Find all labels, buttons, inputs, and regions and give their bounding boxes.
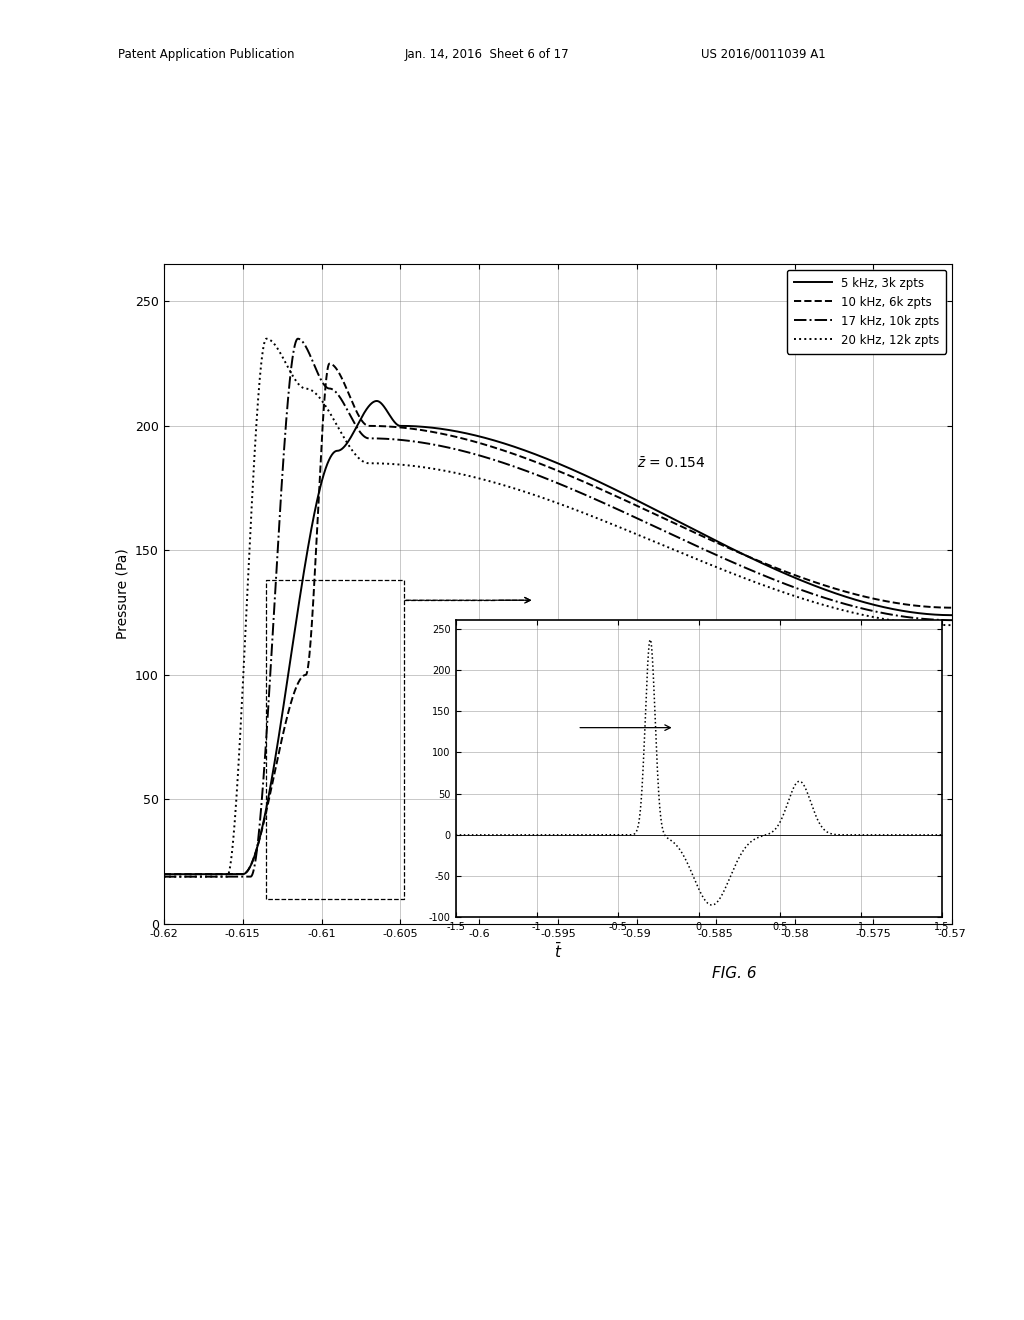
Line: 17 kHz, 10k zpts: 17 kHz, 10k zpts [164, 339, 952, 876]
Line: 20 kHz, 12k zpts: 20 kHz, 12k zpts [164, 339, 952, 876]
20 kHz, 12k zpts [260, 331, 272, 347]
Text: $\bar{z}$ = 0.154: $\bar{z}$ = 0.154 [637, 455, 706, 471]
10 kHz, 6k zpts [658, 511, 671, 527]
5 kHz, 3k zpts [158, 866, 170, 882]
X-axis label: $\bar{t}$: $\bar{t}$ [554, 941, 562, 961]
5 kHz, 3k zpts [946, 607, 958, 623]
20 kHz, 12k zpts [443, 463, 456, 479]
Text: US 2016/0011039 A1: US 2016/0011039 A1 [701, 48, 826, 61]
17 kHz, 10k zpts [292, 331, 304, 347]
10 kHz, 6k zpts [198, 866, 210, 882]
Text: Patent Application Publication: Patent Application Publication [118, 48, 294, 61]
20 kHz, 12k zpts [742, 572, 755, 587]
17 kHz, 10k zpts [784, 578, 797, 594]
17 kHz, 10k zpts [158, 869, 170, 884]
5 kHz, 3k zpts [371, 393, 383, 409]
Line: 10 kHz, 6k zpts: 10 kHz, 6k zpts [164, 363, 952, 874]
20 kHz, 12k zpts [158, 869, 170, 884]
20 kHz, 12k zpts [946, 618, 958, 634]
Y-axis label: Pressure (Pa): Pressure (Pa) [116, 549, 130, 639]
5 kHz, 3k zpts [742, 549, 755, 565]
17 kHz, 10k zpts [443, 440, 456, 455]
17 kHz, 10k zpts [658, 523, 671, 539]
20 kHz, 12k zpts [658, 539, 671, 554]
20 kHz, 12k zpts [625, 524, 637, 540]
5 kHz, 3k zpts [658, 507, 671, 523]
10 kHz, 6k zpts [158, 866, 170, 882]
Text: FIG. 6: FIG. 6 [712, 966, 757, 981]
10 kHz, 6k zpts [784, 565, 797, 581]
17 kHz, 10k zpts [742, 561, 755, 577]
5 kHz, 3k zpts [198, 866, 210, 882]
Line: 5 kHz, 3k zpts: 5 kHz, 3k zpts [164, 401, 952, 874]
17 kHz, 10k zpts [198, 869, 210, 884]
10 kHz, 6k zpts [946, 599, 958, 615]
10 kHz, 6k zpts [742, 549, 755, 565]
10 kHz, 6k zpts [625, 495, 637, 511]
20 kHz, 12k zpts [784, 587, 797, 603]
10 kHz, 6k zpts [324, 355, 336, 371]
5 kHz, 3k zpts [443, 422, 456, 438]
10 kHz, 6k zpts [443, 428, 456, 444]
17 kHz, 10k zpts [625, 507, 637, 523]
20 kHz, 12k zpts [198, 869, 210, 884]
Legend: 5 kHz, 3k zpts, 10 kHz, 6k zpts, 17 kHz, 10k zpts, 20 kHz, 12k zpts: 5 kHz, 3k zpts, 10 kHz, 6k zpts, 17 kHz,… [786, 269, 946, 354]
Text: Jan. 14, 2016  Sheet 6 of 17: Jan. 14, 2016 Sheet 6 of 17 [404, 48, 569, 61]
5 kHz, 3k zpts [625, 490, 637, 506]
17 kHz, 10k zpts [946, 612, 958, 628]
5 kHz, 3k zpts [784, 568, 797, 583]
